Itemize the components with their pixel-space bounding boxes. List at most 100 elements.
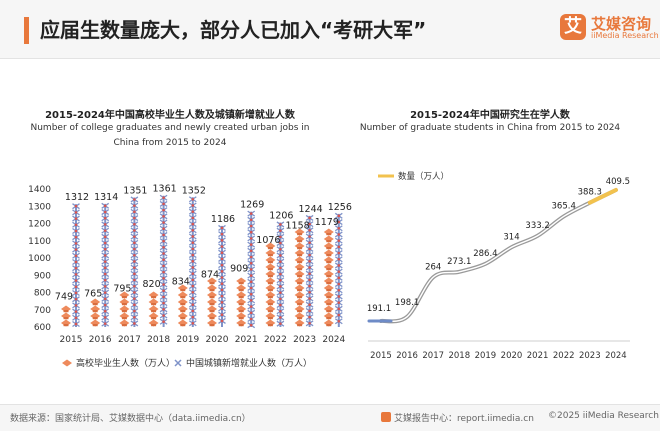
x-tick-label: 2015	[60, 335, 83, 345]
jobs-value-label: 1314	[94, 192, 118, 203]
jobs-bar	[305, 214, 314, 327]
data-value-label: 198.1	[395, 298, 419, 308]
footer-brand-text: 艾媒报告中心：report.iimedia.cn	[394, 414, 534, 424]
legend-jobs-swatch	[174, 359, 182, 367]
graduates-value-label: 795	[113, 283, 131, 294]
y-tick-label: 1000	[28, 254, 51, 264]
jobs-bar	[276, 221, 285, 327]
jobs-value-label: 1256	[328, 202, 352, 213]
y-tick-label: 1100	[28, 237, 51, 247]
y-tick-label: 1200	[28, 220, 51, 230]
graduates-value-label: 834	[172, 277, 190, 288]
jobs-value-label: 1269	[240, 200, 264, 211]
y-tick-label: 800	[34, 289, 51, 299]
jobs-value-label: 1361	[153, 184, 177, 195]
x-tick-label: 2023	[579, 351, 601, 361]
brand-logo-icon: 艾	[560, 14, 586, 40]
jobs-bar	[72, 203, 80, 328]
jobs-bar	[159, 194, 168, 327]
graduates-value-label: 1179	[315, 217, 339, 228]
graduates-value-label: 765	[84, 289, 102, 300]
x-tick-label: 2020	[501, 351, 523, 361]
data-value-label: 388.3	[578, 188, 602, 198]
right-chart-subtitle: Number of graduate students in China fro…	[359, 123, 621, 133]
x-tick-label: 2017	[422, 351, 444, 361]
title-accent	[24, 17, 29, 44]
graduates-bar	[119, 291, 130, 327]
graduates-bar	[265, 242, 276, 327]
graduates-bar	[148, 291, 159, 327]
jobs-bar	[334, 212, 343, 327]
x-tick-label: 2022	[264, 335, 287, 345]
graduates-bar	[61, 305, 71, 327]
jobs-bar	[101, 202, 110, 327]
graduates-bar	[177, 284, 188, 327]
y-tick-label: 1300	[28, 202, 51, 212]
graduates-bar	[90, 298, 101, 327]
data-value-label: 191.1	[367, 304, 391, 314]
jobs-bar	[188, 196, 197, 327]
footer-brand: 艾媒报告中心：report.iimedia.cn	[381, 411, 534, 424]
data-source: 数据来源：国家统计局、艾媒数据中心（data.iimedia.cn）	[10, 414, 251, 424]
legend-graduates-label: 高校毕业生人数（万人）	[76, 357, 175, 369]
data-value-label: 314	[503, 232, 519, 242]
jobs-value-label: 1312	[65, 192, 89, 203]
left-chart-title: 2015-2024年中国高校毕业生人数及城镇新增就业人数	[45, 110, 295, 121]
y-tick-label: 1400	[28, 185, 51, 195]
legend-label: 数量（万人）	[398, 171, 449, 182]
brand-mini-icon	[381, 412, 391, 422]
jobs-value-label: 1352	[182, 185, 206, 196]
x-tick-label: 2016	[396, 351, 418, 361]
graduates-bar	[207, 277, 217, 327]
right-chart-title: 2015-2024年中国研究生在学人数	[410, 110, 570, 121]
y-tick-label: 600	[34, 323, 51, 333]
data-value-label: 286.4	[473, 249, 497, 259]
x-tick-label: 2018	[147, 335, 170, 345]
graduates-bar	[323, 228, 334, 327]
jobs-bar	[218, 224, 226, 327]
x-tick-label: 2018	[448, 351, 470, 361]
graduates-value-label: 874	[201, 270, 219, 281]
legend-graduates-swatch	[62, 359, 72, 367]
x-tick-label: 2019	[475, 351, 497, 361]
jobs-bar	[247, 210, 256, 329]
y-tick-label: 700	[34, 306, 51, 316]
x-tick-label: 2023	[293, 335, 316, 345]
data-value-label: 409.5	[606, 177, 630, 187]
graduates-value-label: 909	[230, 264, 248, 275]
footer-bar: 数据来源：国家统计局、艾媒数据中心（data.iimedia.cn） 艾媒报告中…	[0, 404, 660, 431]
x-tick-label: 2021	[527, 351, 549, 361]
page-title: 应届生数量庞大，部分人已加入“考研大军”	[40, 18, 427, 42]
header-bar: 应届生数量庞大，部分人已加入“考研大军” 艾 艾媒咨询 iiMedia Rese…	[0, 0, 660, 59]
series-end-highlight	[587, 188, 618, 205]
x-tick-label: 2024	[605, 351, 627, 361]
left-chart-subtitle: Number of college graduates and newly cr…	[30, 123, 310, 148]
jobs-value-label: 1186	[211, 214, 235, 225]
y-tick-label: 900	[34, 271, 51, 281]
legend-jobs-label: 中国城镇新增就业人数（万人）	[186, 357, 312, 369]
jobs-bar	[130, 196, 139, 327]
data-value-label: 365.4	[552, 201, 576, 211]
data-value-label: 333.2	[525, 221, 549, 231]
x-tick-label: 2024	[322, 335, 345, 345]
x-tick-label: 2019	[176, 335, 199, 345]
graduates-value-label: 1158	[286, 221, 310, 232]
jobs-value-label: 1206	[269, 210, 293, 221]
x-tick-label: 2017	[118, 335, 141, 345]
x-tick-label: 2015	[370, 351, 392, 361]
x-tick-label: 2021	[235, 335, 258, 345]
data-value-label: 264	[425, 262, 441, 272]
graduates-bar	[236, 277, 247, 327]
jobs-value-label: 1351	[123, 185, 147, 196]
series-line-core	[380, 189, 617, 323]
x-tick-label: 2022	[553, 351, 575, 361]
graduates-value-label: 820	[143, 279, 161, 290]
brand-name: 艾媒咨询	[591, 15, 652, 33]
x-tick-label: 2016	[89, 335, 112, 345]
x-tick-label: 2020	[206, 335, 229, 345]
copyright: ©2025 iiMedia Research Inc	[548, 411, 660, 421]
jobs-value-label: 1244	[299, 204, 323, 215]
data-value-label: 273.1	[447, 257, 471, 267]
